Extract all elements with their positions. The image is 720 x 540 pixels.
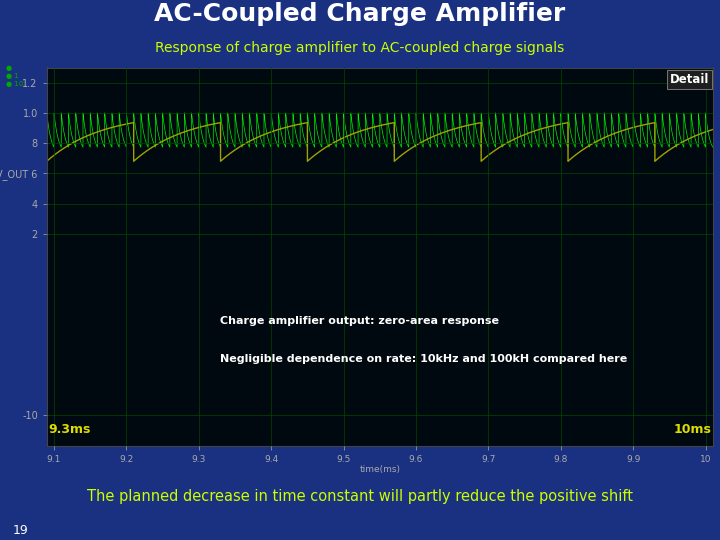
Text: Negligible dependence on rate: 10kHz and 100kH compared here: Negligible dependence on rate: 10kHz and… (220, 354, 627, 363)
X-axis label: time(ms): time(ms) (359, 465, 400, 474)
Text: The planned decrease in time constant will partly reduce the positive shift: The planned decrease in time constant wi… (87, 489, 633, 504)
Text: AC-Coupled Charge Amplifier: AC-Coupled Charge Amplifier (154, 2, 566, 26)
Text: Detail: Detail (670, 73, 709, 86)
Text: ● 10: ● 10 (6, 82, 23, 87)
Text: ● 1: ● 1 (6, 73, 19, 79)
Text: 9.3ms: 9.3ms (48, 423, 91, 436)
Text: 10ms: 10ms (674, 423, 711, 436)
Text: ●: ● (6, 65, 12, 71)
Text: Response of charge amplifier to AC-coupled charge signals: Response of charge amplifier to AC-coupl… (156, 42, 564, 56)
Text: Charge amplifier output: zero-area response: Charge amplifier output: zero-area respo… (220, 316, 499, 326)
Text: 19: 19 (13, 524, 29, 537)
